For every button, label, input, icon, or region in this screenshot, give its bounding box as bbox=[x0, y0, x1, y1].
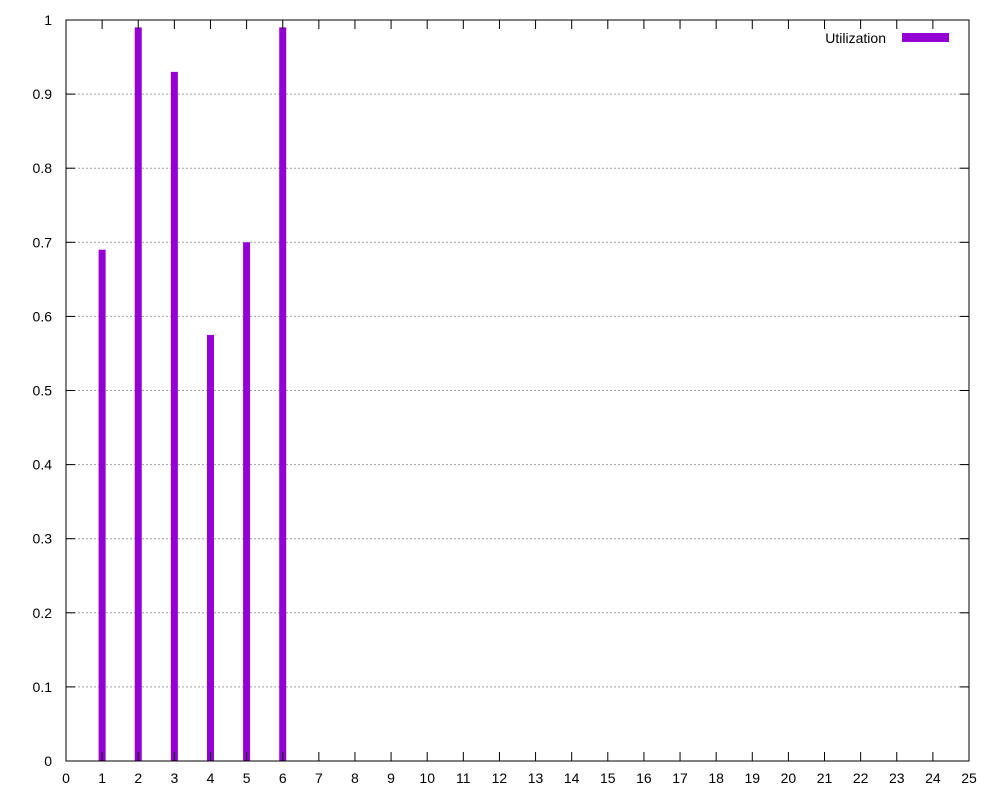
x-tick-label: 7 bbox=[315, 770, 323, 786]
bar-6 bbox=[279, 27, 287, 762]
x-tick-label: 3 bbox=[170, 770, 178, 786]
x-tick-label: 9 bbox=[387, 770, 395, 786]
x-tick-label: 13 bbox=[528, 770, 544, 786]
bars-layer bbox=[98, 27, 287, 762]
y-tick-label: 0.2 bbox=[33, 605, 53, 621]
x-tick-label: 10 bbox=[419, 770, 435, 786]
x-tick-label: 18 bbox=[708, 770, 724, 786]
y-tick-label: 0.9 bbox=[33, 86, 53, 102]
x-tick-label: 2 bbox=[134, 770, 142, 786]
x-tick-label: 0 bbox=[62, 770, 70, 786]
plot-frame bbox=[65, 19, 970, 762]
y-tick-label: 0.1 bbox=[33, 679, 53, 695]
x-tick-label: 14 bbox=[564, 770, 580, 786]
y-tick-label: 0.8 bbox=[33, 160, 53, 176]
x-tick-label: 1 bbox=[98, 770, 106, 786]
x-tick-label: 15 bbox=[600, 770, 616, 786]
legend: Utilization bbox=[825, 30, 949, 46]
x-tick-label: 4 bbox=[207, 770, 215, 786]
x-tick-label: 17 bbox=[672, 770, 688, 786]
x-tick-label: 16 bbox=[636, 770, 652, 786]
bar-1 bbox=[98, 249, 106, 761]
x-tick-label: 21 bbox=[817, 770, 833, 786]
x-tick-label: 20 bbox=[781, 770, 797, 786]
x-tick-label: 22 bbox=[853, 770, 869, 786]
bar-5 bbox=[243, 242, 251, 762]
y-tick-label: 0.7 bbox=[33, 234, 53, 250]
legend-label-utilization: Utilization bbox=[825, 30, 886, 46]
bar-2 bbox=[134, 27, 142, 762]
bar-3 bbox=[170, 71, 178, 762]
x-tick-label: 5 bbox=[243, 770, 251, 786]
x-tick-label: 12 bbox=[492, 770, 508, 786]
y-tick-label: 0 bbox=[44, 753, 52, 769]
y-tick-label: 0.4 bbox=[33, 457, 53, 473]
y-tick-label: 0.6 bbox=[33, 308, 53, 324]
x-tick-label: 19 bbox=[744, 770, 760, 786]
x-tick-label: 8 bbox=[351, 770, 359, 786]
x-tick-label: 23 bbox=[889, 770, 905, 786]
y-tick-label: 0.3 bbox=[33, 531, 53, 547]
ticks-layer: 00.10.20.30.40.50.60.70.80.910 1 2 3 4 5 6 7 8 9 1… bbox=[33, 12, 977, 786]
y-tick-label: 1 bbox=[44, 12, 52, 28]
grid-layer bbox=[66, 93, 969, 688]
x-tick-label: 6 bbox=[279, 770, 287, 786]
x-tick-label: 24 bbox=[925, 770, 941, 786]
x-tick-label: 11 bbox=[456, 770, 471, 786]
y-tick-label: 0.5 bbox=[33, 383, 53, 399]
bar-4 bbox=[206, 334, 214, 761]
x-tick-label: 25 bbox=[961, 770, 977, 786]
legend-swatch-utilization bbox=[902, 33, 949, 42]
